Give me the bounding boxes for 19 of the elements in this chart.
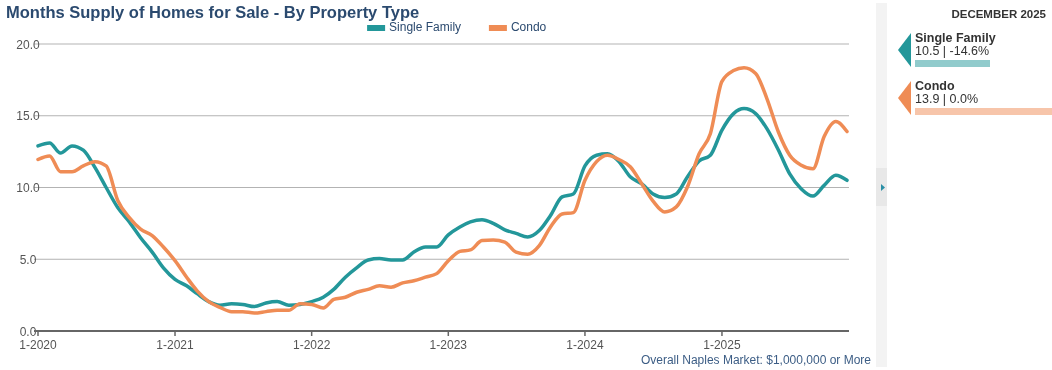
text: 13.9 | 0.0%: [915, 92, 979, 106]
x-tick-label: 1-2024: [566, 338, 604, 352]
x-tick-label: 1-2021: [156, 338, 195, 352]
text: Overall Naples Market: $1,000,000 or More: [640, 353, 872, 367]
text: DECEMBER 2025: [951, 8, 1047, 20]
text: Single Family: [915, 31, 996, 45]
y-tick-label: 10.0: [16, 181, 40, 195]
chart-title: Months Supply of Homes for Sale - By Property Type: [6, 3, 420, 21]
x-tick-label: 1-2023: [429, 338, 468, 352]
text: 10.5 | -14.6%: [915, 44, 990, 58]
x-tick-label: 1-2025: [703, 338, 741, 352]
legend-label: Condo: [510, 20, 547, 34]
y-tick-label: 5.0: [19, 252, 37, 267]
x-tick-label: 1-2022: [292, 338, 331, 352]
y-tick-label: 20.0: [16, 37, 40, 52]
x-tick-label: 1-2020: [19, 338, 57, 352]
legend-label: Single Family: [389, 20, 462, 34]
y-tick-label: 15.0: [16, 109, 40, 124]
text: Condo: [915, 79, 955, 93]
